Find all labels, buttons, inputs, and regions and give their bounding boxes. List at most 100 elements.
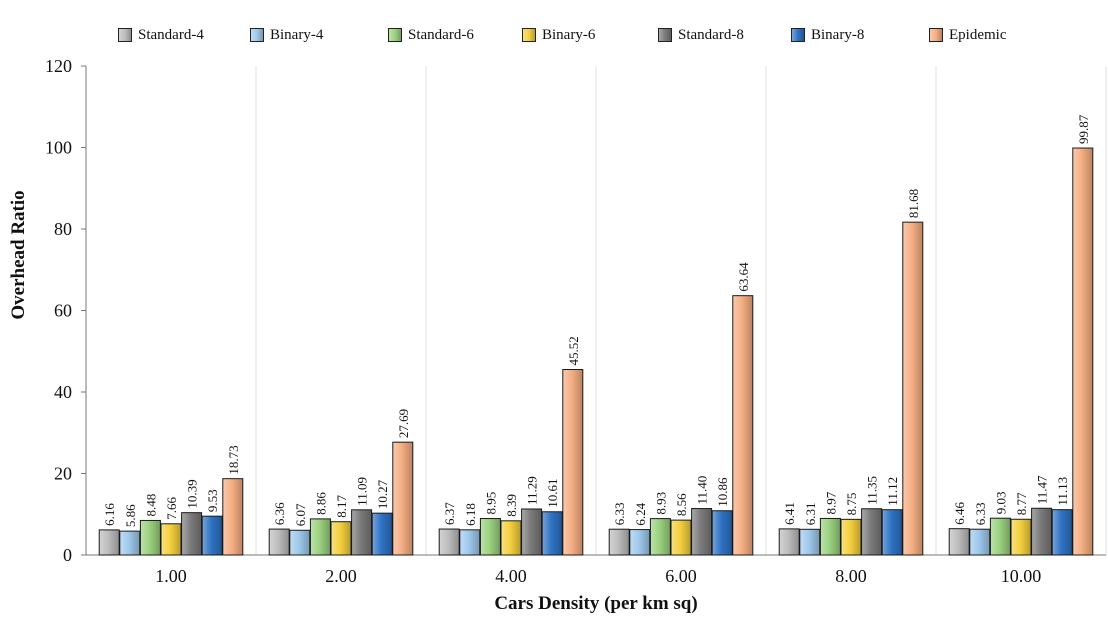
x-tick-label: 4.00 <box>495 566 527 586</box>
bar <box>711 510 733 556</box>
legend-label: Binary-8 <box>811 26 865 43</box>
bar <box>201 515 223 556</box>
bar <box>819 517 841 556</box>
legend-swatch <box>929 28 943 42</box>
bar <box>479 518 501 556</box>
data-label: 8.95 <box>483 492 498 515</box>
data-label: 9.53 <box>205 489 220 512</box>
bar <box>861 508 883 556</box>
bar <box>562 369 584 556</box>
y-axis-label: Overhead Ratio <box>8 190 29 319</box>
legend-item: Standard-6 <box>388 25 474 45</box>
bar <box>119 530 141 556</box>
bar <box>438 528 460 556</box>
legend-item: Binary-6 <box>522 25 595 45</box>
data-label: 6.31 <box>803 503 818 526</box>
data-label: 8.17 <box>334 494 349 517</box>
data-label: 8.93 <box>653 492 668 515</box>
data-label: 99.87 <box>1076 114 1091 144</box>
bars <box>98 147 1094 556</box>
data-label: 11.35 <box>865 476 880 505</box>
axes: 0 20 40 60 80 100 120 1.00 2.00 4.00 6.00 8.00 10.00 <box>45 56 1106 586</box>
legend-item: Standard-8 <box>658 25 744 45</box>
bar <box>629 529 651 556</box>
y-tick-label: 0 <box>63 545 72 565</box>
bar <box>881 509 903 556</box>
data-labels: 6.16 5.86 8.48 7.66 10.39 9.53 18.73 6.36 6.07 8.… <box>102 114 1091 527</box>
bar <box>500 520 522 556</box>
bar <box>160 523 182 556</box>
bar <box>392 441 414 556</box>
bar <box>799 528 821 556</box>
legend-swatch <box>522 28 536 42</box>
bar <box>649 518 671 556</box>
bar <box>969 528 991 556</box>
bar <box>1010 518 1032 556</box>
bar <box>139 519 161 556</box>
x-axis-label: Cars Density (per km sq) <box>494 593 697 614</box>
bar <box>948 528 970 556</box>
data-label: 6.33 <box>973 502 988 525</box>
data-label: 6.24 <box>633 502 648 525</box>
data-label: 6.16 <box>102 503 117 526</box>
legend-label: Standard-6 <box>408 26 474 43</box>
data-label: 6.41 <box>782 502 797 525</box>
x-tick-label: 6.00 <box>665 566 697 586</box>
bar <box>330 521 352 556</box>
bar <box>691 508 713 556</box>
data-label: 6.18 <box>463 503 478 526</box>
data-label: 8.77 <box>1014 492 1029 515</box>
bar <box>521 508 543 556</box>
data-label: 10.39 <box>185 479 200 508</box>
data-label: 63.64 <box>736 262 751 292</box>
data-label: 8.56 <box>674 493 689 516</box>
bar <box>268 528 290 556</box>
data-label: 10.86 <box>715 477 730 507</box>
data-label: 11.47 <box>1035 475 1050 504</box>
data-label: 8.97 <box>823 491 838 514</box>
bar <box>732 295 754 556</box>
data-label: 45.52 <box>566 336 581 365</box>
bar <box>1051 509 1073 556</box>
bar <box>309 518 331 556</box>
legend-swatch <box>658 28 672 42</box>
legend-item: Standard-4 <box>118 25 204 45</box>
y-tick-label: 80 <box>54 219 72 239</box>
x-tick-label: 1.00 <box>155 566 187 586</box>
legend-swatch <box>118 28 132 42</box>
data-label: 81.68 <box>906 189 921 218</box>
legend-label: Standard-8 <box>678 26 744 43</box>
legend-item: Binary-8 <box>791 25 864 45</box>
x-tick-label: 10.00 <box>1001 566 1042 586</box>
bar <box>1072 147 1094 556</box>
bar <box>840 518 862 556</box>
x-tick-label: 8.00 <box>835 566 867 586</box>
bar <box>98 529 120 556</box>
legend-swatch <box>250 28 264 42</box>
bar <box>371 512 393 556</box>
data-label: 10.27 <box>375 479 390 509</box>
data-label: 7.66 <box>164 497 179 520</box>
bar <box>351 509 373 556</box>
bar <box>989 517 1011 556</box>
data-label: 11.09 <box>355 477 370 506</box>
data-label: 6.37 <box>442 502 457 525</box>
y-tick-label: 120 <box>45 56 72 76</box>
data-label: 6.07 <box>293 503 308 526</box>
bar <box>459 529 481 556</box>
legend-label: Binary-6 <box>542 26 596 43</box>
data-label: 18.73 <box>226 445 241 474</box>
bar <box>181 512 203 556</box>
data-label: 8.48 <box>143 494 158 517</box>
data-label: 11.13 <box>1055 477 1070 506</box>
legend-label: Standard-4 <box>138 26 204 43</box>
data-label: 8.75 <box>844 493 859 516</box>
bar <box>1031 507 1053 556</box>
bar <box>289 529 311 556</box>
legend-item: Epidemic <box>929 25 1006 45</box>
bar <box>670 519 692 556</box>
legend-label: Epidemic <box>949 26 1007 43</box>
data-label: 8.39 <box>504 494 519 517</box>
grid-lines <box>255 66 1107 555</box>
